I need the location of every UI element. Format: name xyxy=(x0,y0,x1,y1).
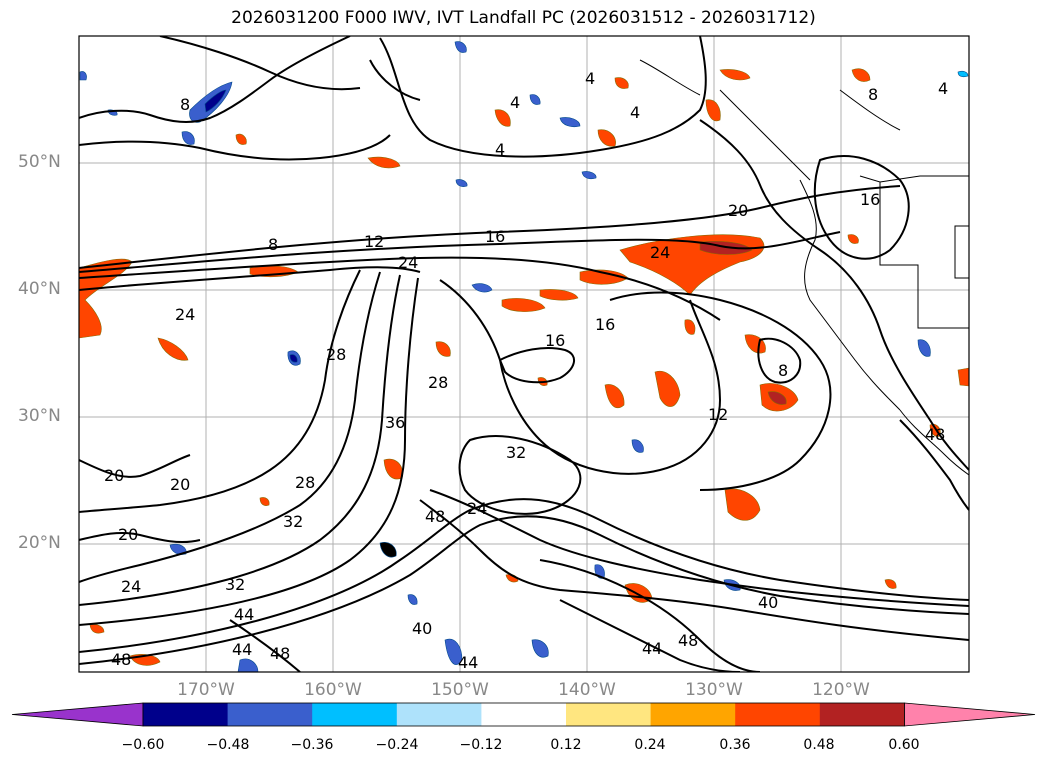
colorbar-tick: −0.36 xyxy=(290,737,334,753)
contour-label: 44 xyxy=(234,605,254,624)
lat-label-20n: 20°N xyxy=(18,533,61,553)
lon-label-170w: 170°W xyxy=(177,680,235,700)
colorbar-tick: 0.12 xyxy=(550,737,582,753)
iwv-contours xyxy=(79,36,969,672)
contour-label: 32 xyxy=(506,443,526,462)
contour-label: 20 xyxy=(170,475,190,494)
contour-label: 8 xyxy=(868,85,878,104)
colorbar-swatch xyxy=(227,703,313,726)
lon-label-130w: 130°W xyxy=(685,680,743,700)
contour-label: 40 xyxy=(758,593,778,612)
contour-label: 4 xyxy=(938,79,948,98)
lat-label-30n: 30°N xyxy=(18,406,61,426)
colorbar-tick: 0.60 xyxy=(888,737,920,753)
contour-label: 44 xyxy=(232,640,252,659)
colorbar-swatch xyxy=(735,703,821,726)
colorbar-swatch xyxy=(650,703,736,726)
positive-anomaly-patches xyxy=(79,68,969,666)
contour-label: 28 xyxy=(428,373,448,392)
lat-label-50n: 50°N xyxy=(18,152,61,172)
gridlines xyxy=(79,36,969,672)
colorbar-swatch xyxy=(312,703,398,726)
contour-label: 8 xyxy=(180,95,190,114)
contour-label: 24 xyxy=(467,499,487,518)
colorbar-extend-low xyxy=(11,702,144,727)
map-plot-area: 8 12 16 20 24 24 28 28 32 36 16 16 8 12 … xyxy=(79,36,969,672)
contour-label: 24 xyxy=(398,253,418,272)
contour-label: 40 xyxy=(412,619,432,638)
contour-label: 24 xyxy=(650,243,670,262)
contour-label: 32 xyxy=(225,575,245,594)
contour-label: 12 xyxy=(364,232,384,251)
contour-label: 48 xyxy=(925,425,945,444)
lon-label-120w: 120°W xyxy=(812,680,870,700)
contour-label: 48 xyxy=(111,650,131,669)
colorbar-tick: 0.48 xyxy=(803,737,835,753)
colorbar-swatch xyxy=(143,703,229,726)
contour-label: 48 xyxy=(270,644,290,663)
contour-label: 16 xyxy=(595,315,615,334)
colorbar-swatch xyxy=(819,703,905,726)
contour-label: 4 xyxy=(585,69,595,88)
colorbar-tick: −0.12 xyxy=(459,737,503,753)
colorbar-tick: 0.36 xyxy=(719,737,751,753)
contour-labels: 8 12 16 20 24 24 28 28 32 36 16 16 8 12 … xyxy=(104,69,948,672)
contour-label: 12 xyxy=(708,405,728,424)
map-frame xyxy=(78,35,970,673)
contour-label: 48 xyxy=(425,507,445,526)
colorbar-swatch xyxy=(481,703,567,726)
contour-label: 28 xyxy=(295,473,315,492)
contour-label: 36 xyxy=(385,413,405,432)
contour-label: 32 xyxy=(283,512,303,531)
contour-label: 44 xyxy=(642,639,662,658)
lon-label-140w: 140°W xyxy=(558,680,616,700)
contour-label: 20 xyxy=(104,466,124,485)
colorbar xyxy=(11,702,1036,727)
contour-label: 4 xyxy=(495,140,505,159)
colorbar-outline xyxy=(142,702,905,727)
contour-label: 8 xyxy=(778,361,788,380)
contour-label: 24 xyxy=(175,305,195,324)
contour-label: 20 xyxy=(118,525,138,544)
contour-label: 8 xyxy=(268,235,278,254)
contour-label: 16 xyxy=(860,190,880,209)
lat-label-40n: 40°N xyxy=(18,279,61,299)
colorbar-extend-high xyxy=(904,702,1036,727)
contour-label: 48 xyxy=(678,631,698,650)
colorbar-swatch xyxy=(566,703,652,726)
lon-label-150w: 150°W xyxy=(431,680,489,700)
contour-label: 24 xyxy=(121,577,141,596)
contour-label: 4 xyxy=(510,93,520,112)
colorbar-tick: −0.24 xyxy=(375,737,419,753)
contour-label: 20 xyxy=(728,201,748,220)
contour-label: 16 xyxy=(485,227,505,246)
contour-label: 16 xyxy=(545,331,565,350)
contour-label: 44 xyxy=(458,653,478,672)
contour-label: 28 xyxy=(326,345,346,364)
lon-label-160w: 160°W xyxy=(304,680,362,700)
colorbar-swatch xyxy=(396,703,482,726)
contour-label: 4 xyxy=(630,103,640,122)
map-title: 2026031200 F000 IWV, IVT Landfall PC (20… xyxy=(231,8,816,28)
colorbar-tick: −0.60 xyxy=(121,737,165,753)
coastline xyxy=(639,59,969,476)
colorbar-tick: 0.24 xyxy=(634,737,666,753)
colorbar-tick: −0.48 xyxy=(206,737,250,753)
